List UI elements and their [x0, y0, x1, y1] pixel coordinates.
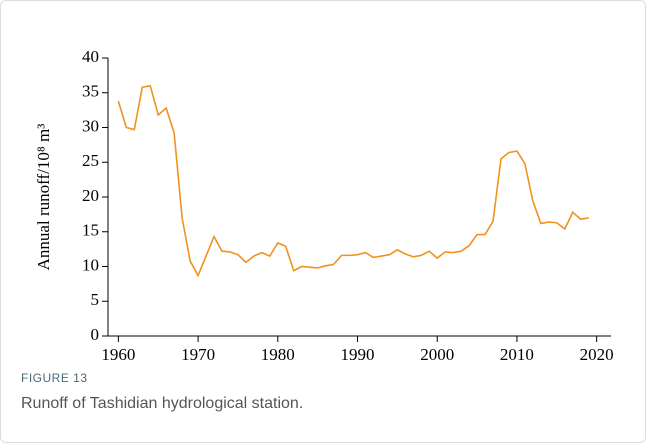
y-tick-label: 10 — [82, 255, 99, 274]
x-tick-label: 1980 — [261, 345, 295, 364]
y-tick-label: 20 — [82, 186, 99, 205]
x-tick-label: 2020 — [580, 345, 614, 364]
runoff-line — [117, 84, 589, 278]
y-tick-label: 40 — [82, 47, 99, 66]
y-tick-label: 25 — [82, 151, 99, 170]
y-tick-label: 30 — [82, 116, 99, 135]
x-tick-label: 2010 — [500, 345, 534, 364]
x-tick-label: 1960 — [101, 345, 135, 364]
y-axis-label: Annual runoff/10⁸ m³ — [34, 124, 53, 271]
figure-caption: Runoff of Tashidian hydrological station… — [21, 395, 304, 412]
y-tick-label: 35 — [82, 82, 99, 101]
y-tick-label: 0 — [91, 325, 100, 344]
x-tick-label: 1970 — [181, 345, 215, 364]
x-tick-label: 1990 — [341, 345, 375, 364]
y-tick-label: 15 — [82, 221, 99, 240]
y-tick-label: 5 — [91, 290, 100, 309]
figure-label: FIGURE 13 — [21, 371, 88, 385]
chart: Annual runoff/10⁸ m³ 0 5 10 15 20 25 30 35 40 196… — [34, 47, 614, 364]
x-tick-label: 2000 — [420, 345, 454, 364]
